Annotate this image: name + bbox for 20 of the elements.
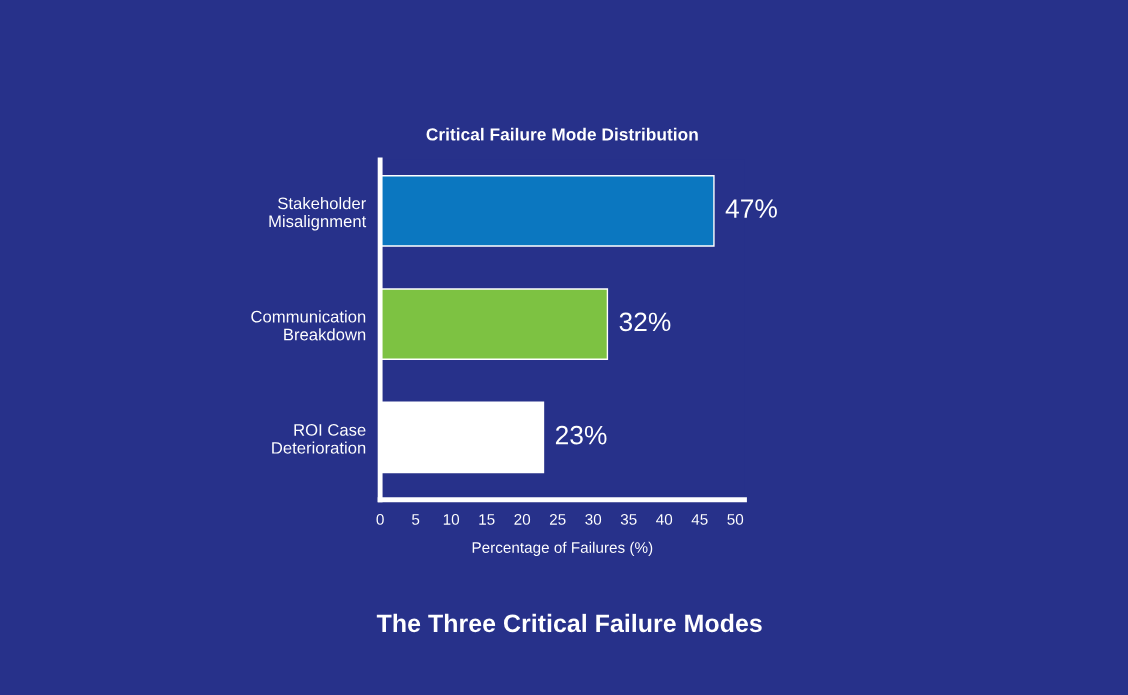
x-tick-label: 30 bbox=[585, 514, 602, 525]
x-tick-label: 20 bbox=[514, 514, 531, 525]
data-label: 23% bbox=[555, 425, 607, 445]
y-tick-label: Stakeholder Misalignment bbox=[269, 197, 367, 231]
x-tick-label: 5 bbox=[412, 514, 420, 525]
x-tick-label: 40 bbox=[656, 514, 673, 525]
x-tick-label: 10 bbox=[443, 514, 460, 525]
x-tick-label: 15 bbox=[479, 514, 495, 525]
x-tick-label: 25 bbox=[549, 514, 566, 525]
x-tick-label: 50 bbox=[727, 514, 744, 525]
data-label: 47% bbox=[725, 199, 777, 218]
data-label: 32% bbox=[619, 312, 671, 332]
x-axis-title: Percentage of Failures (%) bbox=[472, 541, 653, 556]
y-tick-label: Communication Breakdown bbox=[251, 310, 366, 341]
x-tick-label: 0 bbox=[376, 514, 384, 525]
x-tick-label: 45 bbox=[691, 514, 708, 525]
x-tick-label: 35 bbox=[620, 514, 637, 525]
y-tick-label: ROI Case Deterioration bbox=[272, 424, 366, 454]
text: The Three Critical Failure Modes bbox=[376, 613, 762, 633]
chart-title: Critical Failure Mode Distribution bbox=[426, 127, 698, 141]
